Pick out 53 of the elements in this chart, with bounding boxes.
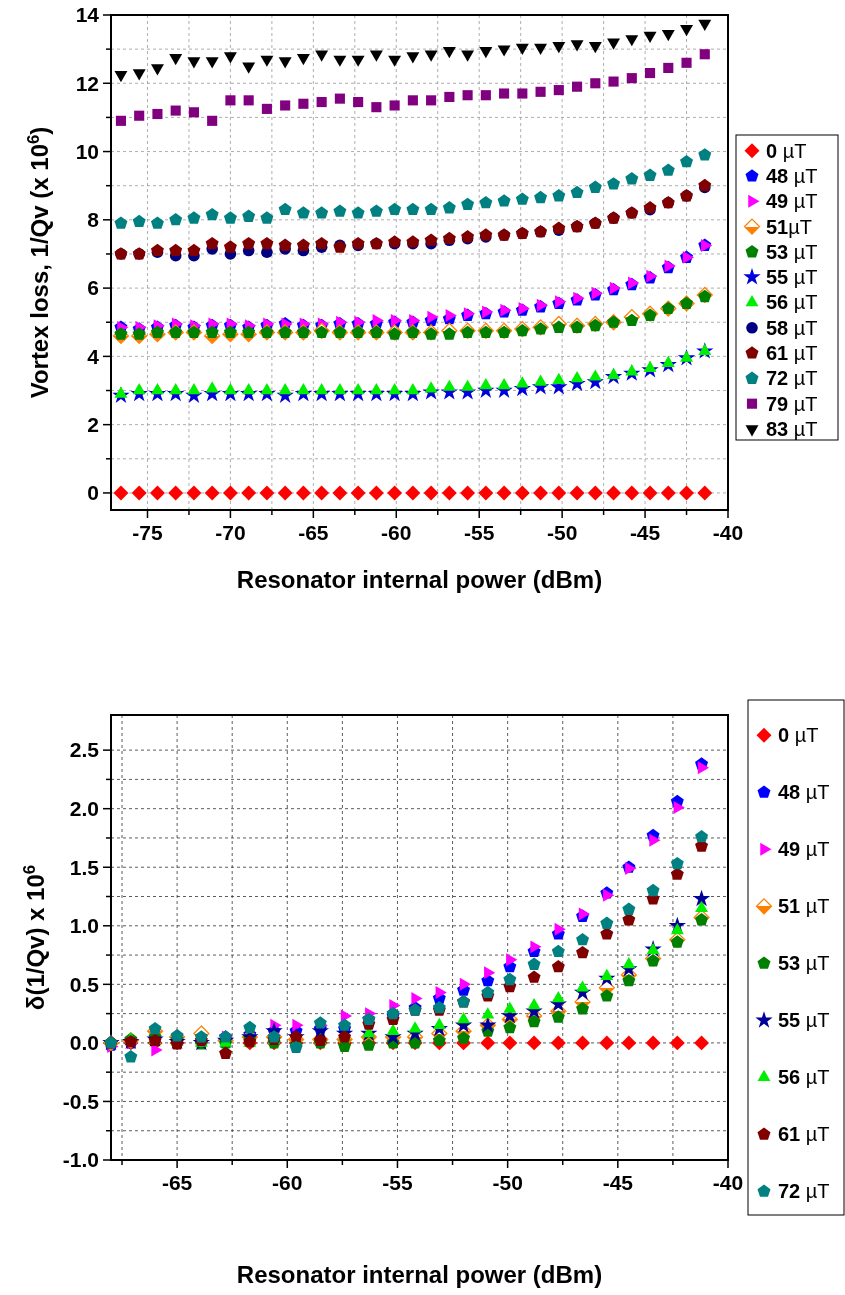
x-tick-label: -60 bbox=[272, 1171, 303, 1194]
x-axis-title: Resonator internal power (dBm) bbox=[236, 1261, 603, 1288]
y-tick-label: 0.5 bbox=[69, 972, 100, 996]
x-tick-label: -70 bbox=[215, 521, 246, 544]
legend-label: 53 µT bbox=[778, 952, 830, 975]
y-tick-label: 6 bbox=[87, 276, 99, 300]
legend-label: 48 µT bbox=[778, 781, 830, 804]
y-tick-label: 2 bbox=[87, 413, 99, 437]
legend-label: 72 µT bbox=[766, 367, 818, 390]
x-tick-label: -55 bbox=[382, 1171, 413, 1194]
y-tick-label: 1.5 bbox=[69, 855, 100, 879]
x-tick-label: -60 bbox=[381, 521, 412, 544]
legend-label: 0 µT bbox=[766, 139, 807, 162]
legend-label: 48 µT bbox=[766, 164, 818, 187]
y-tick-label: 14 bbox=[75, 3, 100, 27]
y-tick-label: 12 bbox=[75, 71, 99, 95]
y-tick-label: 0 bbox=[87, 481, 99, 505]
y-tick-label: 10 bbox=[75, 139, 99, 163]
x-tick-label: -45 bbox=[629, 521, 661, 544]
legend-label: 58 µT bbox=[766, 316, 818, 339]
y-tick-label: -1.0 bbox=[62, 1148, 99, 1172]
x-tick-label: -55 bbox=[464, 521, 495, 544]
x-tick-label: -50 bbox=[546, 521, 578, 544]
legend-label: 55 µT bbox=[766, 266, 818, 289]
x-tick-label: -40 bbox=[712, 521, 744, 544]
legend-label: 56 µT bbox=[766, 291, 818, 314]
legend-label: 53 µT bbox=[766, 240, 818, 263]
x-tick-label: -75 bbox=[132, 521, 163, 544]
x-axis-title: Resonator internal power (dBm) bbox=[236, 566, 603, 593]
y-tick-label: 8 bbox=[87, 208, 100, 232]
legend-label: 61 µT bbox=[766, 342, 818, 365]
legend-label: 49 µT bbox=[766, 190, 818, 213]
legend-label: 79 µT bbox=[766, 392, 818, 415]
legend-label: 55 µT bbox=[778, 1009, 830, 1032]
legend-label: 51 µT bbox=[778, 895, 830, 918]
y-tick-label: 4 bbox=[87, 344, 100, 368]
legend-label: 83 µT bbox=[766, 417, 818, 440]
legend-label: 0 µT bbox=[778, 724, 819, 747]
y-tick-label: 0.0 bbox=[69, 1031, 99, 1055]
x-tick-label: -40 bbox=[712, 1171, 744, 1194]
legend-label: 51µT bbox=[766, 215, 812, 238]
legend-label: 61 µT bbox=[778, 1123, 830, 1146]
legend-label: 49 µT bbox=[778, 838, 830, 861]
y-tick-label: 2.0 bbox=[69, 797, 99, 821]
legend-label: 72 µT bbox=[778, 1180, 830, 1203]
x-tick-label: -65 bbox=[298, 521, 329, 544]
y-tick-label: 1.0 bbox=[69, 914, 99, 938]
x-tick-label: -50 bbox=[492, 1171, 523, 1194]
x-tick-label: -45 bbox=[602, 1171, 634, 1194]
y-tick-label: 2.5 bbox=[69, 738, 100, 762]
legend-label: 56 µT bbox=[778, 1066, 830, 1089]
y-tick-label: -0.5 bbox=[62, 1089, 100, 1113]
x-tick-label: -65 bbox=[161, 1171, 193, 1194]
